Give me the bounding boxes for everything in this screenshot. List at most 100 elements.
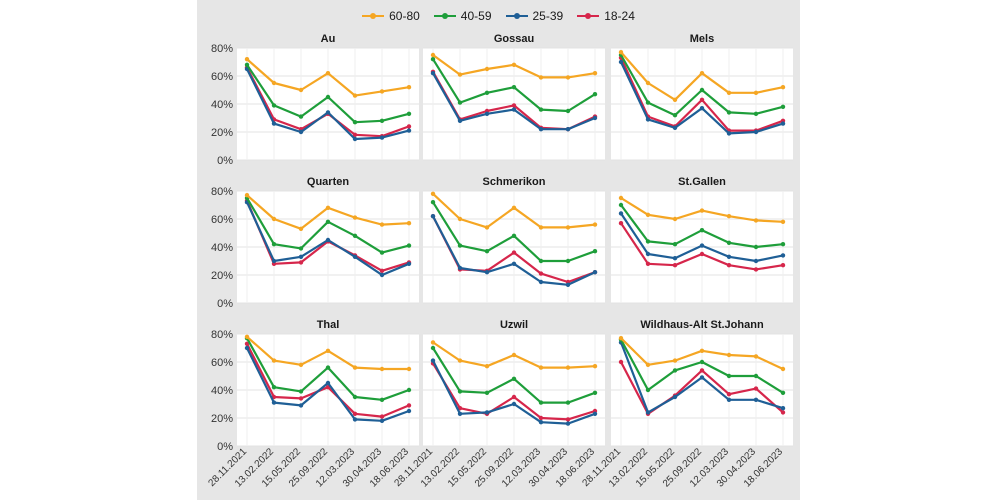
data-point-25-39 — [352, 417, 358, 422]
data-point-40-59 — [538, 400, 544, 405]
data-point-25-39 — [592, 411, 598, 416]
data-point-40-59 — [726, 373, 732, 379]
data-point-60-80 — [780, 219, 786, 224]
data-point-25-39 — [780, 253, 786, 258]
data-point-40-59 — [699, 87, 705, 93]
data-point-25-39 — [726, 254, 732, 259]
data-point-60-80 — [325, 348, 331, 353]
data-point-25-39 — [379, 418, 385, 423]
data-point-18-24 — [379, 268, 385, 273]
data-point-25-39 — [592, 115, 598, 121]
data-point-60-80 — [271, 216, 277, 222]
data-point-40-59 — [379, 118, 385, 124]
data-point-18-24 — [511, 250, 517, 255]
data-point-40-59 — [352, 120, 358, 125]
data-point-40-59 — [484, 249, 490, 254]
panel-title-schmerikon: Schmerikon — [483, 176, 546, 188]
data-point-40-59 — [511, 85, 517, 90]
data-point-40-59 — [726, 240, 732, 245]
data-point-25-39 — [645, 117, 651, 122]
figure-background: 60-80 40-59 25-39 18-24 Au 0% 20% 40% 60% 80%… — [197, 0, 800, 500]
data-point-60-80 — [298, 362, 304, 367]
data-point-25-39 — [753, 258, 759, 264]
data-point-60-80 — [457, 216, 463, 222]
data-point-60-80 — [406, 366, 412, 372]
data-point-40-59 — [753, 111, 759, 117]
data-point-40-59 — [298, 246, 304, 251]
data-point-60-80 — [618, 195, 624, 201]
facet-chart: Au 0% 20% 40% 60% 80% Gossau Mels Quarten 0% 20% 40… — [206, 33, 793, 490]
data-point-60-80 — [565, 225, 571, 230]
data-point-40-59 — [457, 389, 463, 394]
data-point-40-59 — [406, 111, 412, 117]
data-point-25-39 — [538, 420, 544, 425]
data-point-25-39 — [271, 121, 277, 126]
data-point-25-39 — [511, 107, 517, 112]
data-point-40-59 — [645, 100, 651, 105]
panel-title-mels: Mels — [690, 33, 714, 45]
data-point-25-39 — [645, 251, 651, 257]
data-point-60-80 — [325, 71, 331, 76]
panel-title-thal: Thal — [317, 319, 340, 331]
data-point-40-59 — [379, 397, 385, 402]
data-point-60-80 — [618, 336, 624, 341]
data-point-25-39 — [325, 380, 331, 386]
data-point-60-80 — [298, 87, 304, 93]
data-point-25-39 — [298, 129, 304, 135]
data-point-40-59 — [325, 94, 331, 100]
y-tick-label: 20% — [211, 270, 233, 282]
data-point-18-24 — [511, 103, 517, 108]
data-point-60-80 — [726, 90, 732, 96]
data-point-25-39 — [780, 406, 786, 411]
data-point-40-59 — [672, 113, 678, 118]
data-point-40-59 — [511, 376, 517, 381]
data-point-18-24 — [699, 368, 705, 373]
data-point-25-39 — [672, 394, 678, 400]
data-point-18-24 — [618, 359, 624, 365]
data-point-18-24 — [753, 267, 759, 272]
data-point-25-39 — [511, 401, 517, 407]
data-point-40-59 — [352, 233, 358, 238]
data-point-18-24 — [618, 221, 624, 226]
data-point-60-80 — [538, 75, 544, 80]
data-point-60-80 — [645, 80, 651, 86]
y-tick-label: 40% — [211, 242, 233, 254]
data-point-40-59 — [592, 390, 598, 395]
data-point-60-80 — [271, 80, 277, 86]
data-point-60-80 — [672, 358, 678, 363]
data-point-18-24 — [298, 396, 304, 401]
data-point-25-39 — [645, 410, 651, 415]
legend-label-25-39: 25-39 — [532, 9, 564, 23]
data-point-40-59 — [406, 387, 412, 393]
data-point-25-39 — [244, 345, 250, 351]
data-point-25-39 — [379, 272, 385, 278]
panel-title-au: Au — [321, 33, 336, 45]
data-point-40-59 — [565, 400, 571, 405]
data-point-60-80 — [726, 352, 732, 358]
y-tick-label: 60% — [211, 357, 233, 369]
legend-key-40-59 — [433, 11, 456, 21]
data-point-40-59 — [511, 233, 517, 238]
data-point-25-39 — [565, 421, 571, 426]
y-tick-label: 0% — [217, 298, 233, 310]
data-point-18-24 — [780, 263, 786, 268]
legend-item-40-59: 40-59 — [433, 9, 492, 23]
data-point-18-24 — [699, 251, 705, 257]
data-point-25-39 — [538, 279, 544, 285]
y-tick-label: 0% — [217, 155, 233, 167]
data-point-25-39 — [726, 131, 732, 136]
data-point-25-39 — [699, 375, 705, 380]
data-point-60-80 — [780, 366, 786, 372]
data-point-40-59 — [565, 108, 571, 114]
data-point-40-59 — [352, 394, 358, 400]
data-point-25-39 — [618, 211, 624, 216]
panel-title-gossau: Gossau — [494, 33, 534, 45]
data-point-60-80 — [484, 66, 490, 72]
data-point-60-80 — [298, 226, 304, 231]
data-point-18-24 — [726, 263, 732, 268]
data-point-40-59 — [457, 243, 463, 248]
data-point-40-59 — [538, 107, 544, 112]
y-tick-label: 40% — [211, 385, 233, 397]
data-point-60-80 — [484, 364, 490, 369]
data-point-40-59 — [430, 57, 436, 62]
